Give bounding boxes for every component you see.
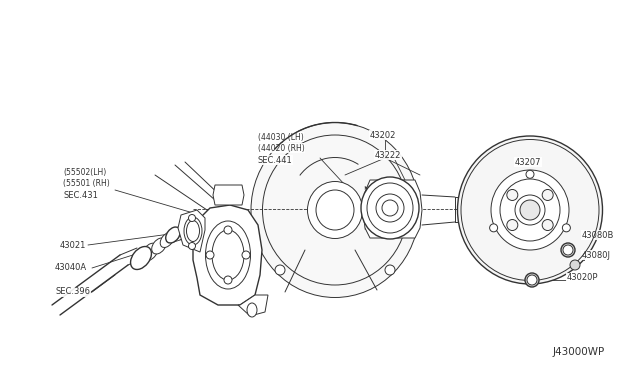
Circle shape — [206, 251, 214, 259]
Circle shape — [527, 275, 537, 285]
Circle shape — [563, 224, 570, 232]
Ellipse shape — [186, 221, 200, 241]
Circle shape — [563, 245, 573, 255]
Text: 43020P: 43020P — [567, 273, 598, 282]
Polygon shape — [178, 210, 205, 252]
Text: SEC.441: SEC.441 — [258, 155, 292, 164]
Text: 43021: 43021 — [60, 241, 86, 250]
Text: J43000WP: J43000WP — [553, 347, 605, 357]
Ellipse shape — [131, 248, 148, 268]
Text: 43207: 43207 — [515, 157, 541, 167]
Circle shape — [275, 265, 285, 275]
Ellipse shape — [205, 221, 250, 289]
Ellipse shape — [491, 170, 569, 250]
Circle shape — [522, 202, 538, 218]
Polygon shape — [363, 180, 422, 238]
Circle shape — [376, 194, 404, 222]
Ellipse shape — [500, 179, 560, 241]
Polygon shape — [193, 205, 262, 305]
Ellipse shape — [152, 238, 166, 254]
Circle shape — [542, 189, 553, 201]
Ellipse shape — [160, 232, 174, 247]
Polygon shape — [213, 185, 244, 205]
Ellipse shape — [361, 177, 419, 239]
Ellipse shape — [212, 230, 244, 280]
Text: SEC.431: SEC.431 — [63, 190, 98, 199]
Circle shape — [224, 226, 232, 234]
Text: 43040A: 43040A — [55, 263, 87, 273]
Ellipse shape — [525, 273, 539, 287]
Ellipse shape — [142, 243, 158, 261]
Circle shape — [242, 251, 250, 259]
Ellipse shape — [131, 247, 152, 269]
Ellipse shape — [316, 190, 354, 230]
Ellipse shape — [561, 243, 575, 257]
Ellipse shape — [307, 182, 362, 238]
Circle shape — [542, 219, 553, 231]
Text: (44030 (LH): (44030 (LH) — [258, 132, 304, 141]
Circle shape — [526, 170, 534, 178]
Circle shape — [224, 276, 232, 284]
Ellipse shape — [166, 227, 180, 243]
Ellipse shape — [168, 228, 180, 242]
Ellipse shape — [367, 183, 413, 233]
Circle shape — [189, 243, 195, 250]
Text: (55502(LH): (55502(LH) — [63, 167, 106, 176]
Ellipse shape — [184, 217, 202, 245]
Circle shape — [507, 219, 518, 231]
Circle shape — [520, 200, 540, 220]
Polygon shape — [238, 295, 268, 316]
Circle shape — [507, 189, 518, 201]
Circle shape — [189, 215, 195, 221]
Circle shape — [385, 265, 395, 275]
Text: (55501 (RH): (55501 (RH) — [63, 179, 109, 187]
Circle shape — [382, 200, 398, 216]
Ellipse shape — [458, 136, 602, 284]
Text: 43222: 43222 — [375, 151, 401, 160]
Text: 43080J: 43080J — [582, 250, 611, 260]
Circle shape — [515, 195, 545, 225]
Circle shape — [490, 224, 498, 232]
Ellipse shape — [570, 260, 580, 270]
Ellipse shape — [247, 303, 257, 317]
Text: 43202: 43202 — [370, 131, 396, 140]
Text: (44020 (RH): (44020 (RH) — [258, 144, 305, 153]
Text: SEC.396: SEC.396 — [55, 288, 90, 296]
Text: 43080B: 43080B — [582, 231, 614, 240]
Ellipse shape — [251, 122, 419, 298]
